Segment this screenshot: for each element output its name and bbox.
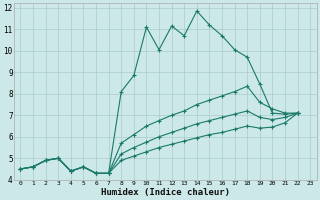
X-axis label: Humidex (Indice chaleur): Humidex (Indice chaleur): [101, 188, 230, 197]
